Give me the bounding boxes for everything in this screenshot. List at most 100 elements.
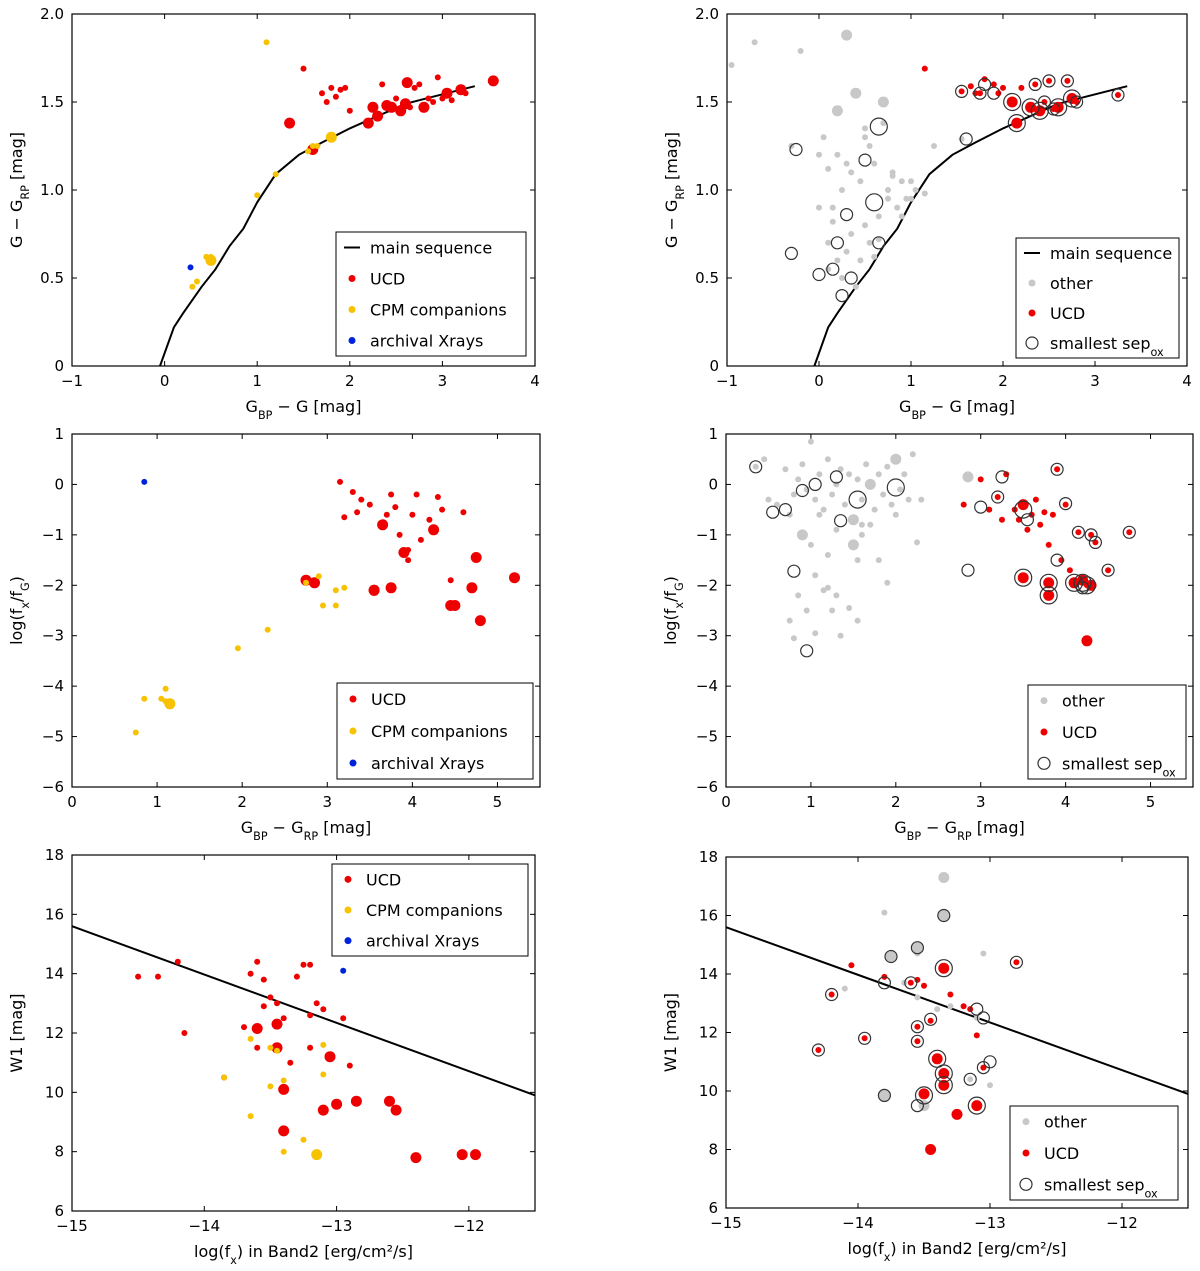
legend-marker-archival-xrays	[344, 937, 352, 945]
legend-marker-other	[1022, 1118, 1030, 1126]
other-point	[751, 39, 758, 46]
ucd-point	[300, 961, 307, 968]
legend-label-ucd: UCD	[1044, 1144, 1079, 1163]
other-point	[812, 630, 819, 637]
ucd-point	[925, 1144, 937, 1155]
x-tick-label: 2	[891, 793, 901, 811]
other-point	[877, 96, 889, 108]
ucd-point	[960, 1003, 967, 1010]
ucd-point	[1045, 541, 1052, 548]
smallest-sep-ox-point	[1075, 581, 1090, 595]
other-point	[862, 125, 868, 132]
smallest-sep-ox-point	[1084, 528, 1098, 542]
ucd-point	[287, 1059, 294, 1066]
other-point	[834, 151, 841, 158]
other-point	[885, 187, 891, 193]
legend-label-other: other	[1050, 274, 1093, 293]
ucd-point	[1006, 96, 1018, 108]
other-point	[807, 541, 814, 548]
y-tick-label: −2	[696, 576, 718, 594]
smallest-sep-ox-point	[1037, 95, 1052, 109]
cpm-companions-point	[267, 1044, 274, 1051]
ucd-point	[918, 1088, 930, 1100]
ucd-point	[1041, 509, 1048, 516]
legend-marker-cpm-companions	[349, 727, 357, 735]
ucd-point	[324, 1051, 336, 1063]
ucd-point	[349, 489, 356, 495]
ucd-point	[914, 976, 921, 983]
smallest-sep-ox-point	[1122, 525, 1136, 539]
smallest-sep-ox-point	[1014, 568, 1033, 587]
cpm-companions-point	[247, 1113, 254, 1120]
smallest-sep-ox-point	[923, 1012, 938, 1026]
ucd-point	[1088, 531, 1095, 538]
cpm-companions-point	[280, 1148, 287, 1155]
y-axis-label: log(fx/fG)	[7, 576, 32, 645]
cpm-companions-point	[315, 573, 322, 580]
smallest-sep-ox-point	[1050, 462, 1064, 476]
smallest-sep-ox-point	[954, 84, 969, 99]
other-point	[854, 557, 861, 564]
y-tick-label: 14	[699, 965, 718, 983]
other-point	[862, 134, 868, 141]
archival-xrays-point	[141, 478, 148, 485]
legend-marker-ucd	[1022, 1149, 1030, 1157]
cpm-companions-point	[267, 1083, 274, 1090]
other-point	[854, 617, 861, 624]
other-point	[790, 635, 797, 642]
ucd-point	[426, 516, 433, 523]
other-point	[888, 501, 895, 508]
ucd-point	[413, 491, 420, 498]
ucd-point	[254, 958, 261, 965]
x-axis-label: log(fx) in Band2 [erg/cm²/s]	[194, 1242, 413, 1267]
other-point	[962, 471, 974, 483]
smallest-sep-ox-point	[886, 478, 905, 497]
y-tick-label: −5	[696, 728, 718, 746]
ucd-point	[383, 511, 390, 518]
other-point	[846, 605, 853, 611]
smallest-sep-ox-point	[800, 644, 814, 658]
smallest-sep-ox-point	[848, 490, 867, 509]
y-tick-label: −4	[696, 677, 718, 695]
smallest-sep-ox-point	[877, 1088, 892, 1103]
ucd-point	[434, 494, 441, 500]
smallest-sep-ox-point	[858, 153, 872, 167]
smallest-sep-ox-point	[749, 460, 763, 474]
smallest-sep-ox-point	[937, 908, 951, 923]
x-tick-label: −13	[321, 1217, 353, 1235]
y-tick-label: 0	[54, 357, 64, 375]
ucd-point	[340, 1015, 347, 1022]
ucd-point	[331, 1098, 343, 1110]
smallest-sep-ox-point	[865, 193, 884, 212]
legend-label-smallest-sep-ox: smallest sepox	[1050, 334, 1164, 359]
ucd-point	[274, 1000, 280, 1007]
ucd-point	[317, 1104, 329, 1116]
y-tick-label: 2.0	[695, 5, 719, 23]
legend-marker-smallest-sep-ox	[1019, 1177, 1033, 1191]
ucd-point	[973, 1032, 980, 1039]
legend-label-archival-xrays: archival Xrays	[370, 332, 483, 351]
smallest-sep-ox-point	[835, 289, 849, 303]
ucd-point	[1018, 84, 1025, 91]
other-point	[786, 511, 793, 518]
other-point	[816, 471, 823, 478]
cpm-companions-point	[320, 602, 326, 609]
smallest-sep-ox-point	[1069, 95, 1084, 109]
smallest-sep-ox-point	[824, 987, 839, 1002]
legend-marker-other	[1028, 279, 1036, 287]
legend-marker-ucd	[1040, 728, 1048, 736]
x-tick-label: 4	[408, 793, 418, 811]
smallest-sep-ox-point	[872, 236, 886, 250]
smallest-sep-ox-point	[910, 1098, 925, 1113]
x-tick-label: 1	[152, 793, 162, 811]
ucd-point	[409, 511, 416, 518]
other-point	[938, 910, 950, 921]
cpm-companions-point	[311, 1149, 323, 1161]
ucd-point	[155, 973, 161, 980]
smallest-sep-ox-point	[1088, 535, 1103, 550]
smallest-sep-ox-point	[1028, 77, 1042, 92]
x-tick-label: 0	[814, 372, 824, 390]
legend-label-other: other	[1062, 692, 1105, 711]
